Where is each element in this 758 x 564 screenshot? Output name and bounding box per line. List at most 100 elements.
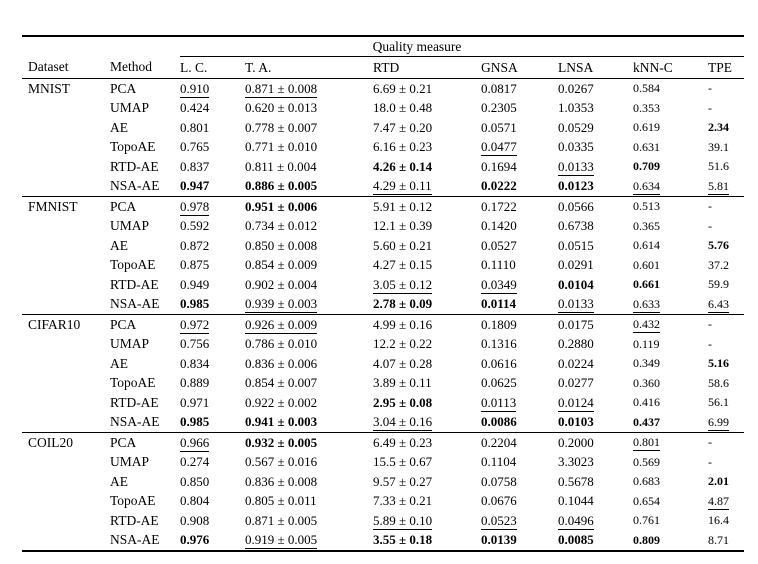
cell-lc: 0.971	[180, 393, 245, 413]
cell-lc: 0.274	[180, 453, 245, 473]
value-text: 6.43	[708, 296, 729, 313]
value-text: 0.0291	[558, 257, 594, 273]
dataset-label	[22, 236, 110, 256]
value-text: 0.778 ± 0.007	[245, 119, 318, 135]
method-label: RTD-AE	[110, 158, 159, 174]
value-text: 9.57 ± 0.27	[373, 473, 433, 489]
col-header-tpe: TPE	[708, 56, 745, 79]
value-text: 0.811 ± 0.004	[245, 158, 317, 174]
value-text: 0.939 ± 0.003	[245, 296, 318, 314]
cell-knnc: 0.633	[633, 294, 708, 315]
method-label: AE	[110, 355, 128, 371]
col-header-lnsa: LNSA	[558, 56, 633, 79]
value-text: 0.971	[180, 394, 210, 410]
cell-knnc: 0.569	[633, 453, 708, 473]
method-label: RTD-AE	[110, 394, 159, 410]
cell-tpe: 58.6	[708, 374, 744, 394]
cell-tpe: -	[708, 79, 744, 99]
cell-lc: 0.947	[180, 176, 245, 197]
value-text: 6.99	[708, 414, 729, 431]
value-text: 0.592	[180, 218, 210, 234]
method-label: AE	[110, 237, 128, 253]
cell-lc: 0.976	[180, 531, 245, 552]
value-text: 0.5678	[558, 473, 594, 489]
value-text: 0.872	[180, 237, 210, 253]
cell-knnc: 0.654	[633, 492, 708, 512]
cell-lc: 0.592	[180, 217, 245, 237]
table-row: RTD-AE 0.971 0.922 ± 0.002 2.95 ± 0.08 0.011…	[22, 393, 744, 413]
method-label: NSA-AE	[110, 176, 180, 197]
value-text: 0.1722	[481, 198, 517, 214]
value-text: 0.654	[633, 493, 660, 508]
value-text: 0.0335	[558, 139, 594, 155]
cell-ta: 0.771 ± 0.010	[245, 138, 373, 158]
value-text: 6.49 ± 0.23	[373, 434, 433, 450]
cell-rtd: 4.99 ± 0.16	[373, 315, 481, 335]
cell-lnsa: 0.1044	[558, 492, 633, 512]
value-text: -	[708, 199, 712, 214]
value-text: 0.0571	[481, 119, 517, 135]
cell-rtd: 3.55 ± 0.18	[373, 531, 481, 552]
cell-rtd: 2.95 ± 0.08	[373, 393, 481, 413]
cell-tpe: 37.2	[708, 256, 744, 276]
cell-gnsa: 0.0523	[481, 511, 558, 531]
cell-tpe: -	[708, 217, 744, 237]
value-text: 2.01	[708, 474, 729, 489]
cell-knnc: 0.631	[633, 138, 708, 158]
method-label: UMAP	[110, 336, 150, 352]
value-text: 0.633	[633, 296, 660, 313]
cell-gnsa: 0.1110	[481, 256, 558, 276]
cell-gnsa: 0.2305	[481, 99, 558, 119]
dataset-label: FMNIST	[28, 198, 78, 214]
cell-gnsa: 0.0676	[481, 492, 558, 512]
value-text: -	[708, 454, 712, 469]
cell-knnc: 0.584	[633, 79, 708, 99]
value-text: 0.0139	[481, 532, 517, 548]
cell-rtd: 12.1 ± 0.39	[373, 217, 481, 237]
cell-knnc: 0.614	[633, 236, 708, 256]
value-text: 0.349	[633, 356, 660, 371]
cell-knnc: 0.513	[633, 197, 708, 217]
cell-gnsa: 0.0349	[481, 275, 558, 295]
cell-ta: 0.836 ± 0.006	[245, 354, 373, 374]
value-text: 0.985	[180, 296, 210, 312]
cell-lc: 0.908	[180, 511, 245, 531]
cell-lc: 0.804	[180, 492, 245, 512]
value-text: 0.941 ± 0.003	[245, 414, 318, 430]
value-text: 0.0113	[481, 394, 517, 412]
cell-lc: 0.978	[180, 197, 245, 217]
value-text: 3.55 ± 0.18	[373, 532, 433, 548]
value-text: 5.76	[708, 238, 729, 253]
value-text: 0.910	[180, 80, 210, 98]
dataset-label	[22, 217, 110, 237]
table-row: NSA-AE 0.976 0.919 ± 0.005 3.55 ± 0.18 0.013…	[22, 531, 744, 552]
dataset-label	[22, 256, 110, 276]
value-text: 3.89 ± 0.11	[373, 375, 432, 391]
table-row: AE 0.872 0.850 ± 0.008 5.60 ± 0.21 0.0527 0.0…	[22, 236, 744, 256]
cell-tpe: -	[708, 315, 744, 335]
cell-tpe: 56.1	[708, 393, 744, 413]
cell-gnsa: 0.0758	[481, 472, 558, 492]
value-text: 0.801	[633, 435, 660, 452]
cell-rtd: 4.29 ± 0.11	[373, 176, 481, 197]
cell-lnsa: 0.0277	[558, 374, 633, 394]
value-text: 0.0758	[481, 473, 517, 489]
cell-rtd: 6.49 ± 0.23	[373, 433, 481, 453]
table-row: AE 0.834 0.836 ± 0.006 4.07 ± 0.28 0.0616 0.0…	[22, 354, 744, 374]
cell-gnsa: 0.1694	[481, 157, 558, 177]
value-text: 0.850 ± 0.008	[245, 237, 318, 253]
value-text: 4.99 ± 0.16	[373, 316, 433, 332]
cell-knnc: 0.432	[633, 315, 708, 335]
value-text: 0.809	[633, 532, 660, 547]
cell-gnsa: 0.0625	[481, 374, 558, 394]
table-row: UMAP 0.274 0.567 ± 0.016 15.5 ± 0.67 0.1104 3…	[22, 453, 744, 473]
value-text: 0.2000	[558, 434, 594, 450]
value-text: 0.922 ± 0.002	[245, 394, 318, 410]
value-text: 0.709	[633, 159, 660, 174]
cell-tpe: 5.76	[708, 236, 744, 256]
cell-lnsa: 0.0335	[558, 138, 633, 158]
cell-knnc: 0.801	[633, 433, 708, 453]
value-text: 0.1104	[481, 454, 517, 470]
cell-ta: 0.941 ± 0.003	[245, 412, 373, 433]
value-text: 0.2305	[481, 100, 517, 116]
